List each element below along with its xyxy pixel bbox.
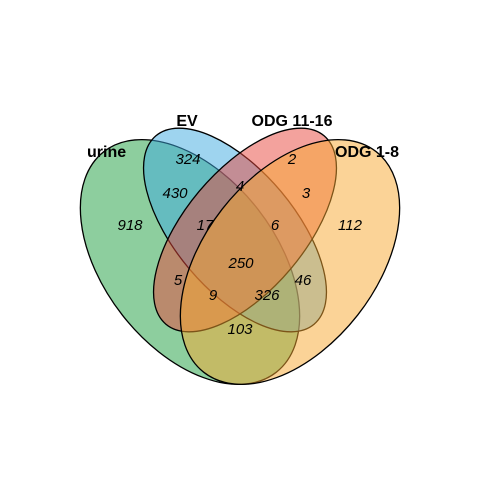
set-label-urine: urine <box>87 144 126 161</box>
count-ev-odg-1-8: 46 <box>295 272 312 289</box>
set-label-ev: EV <box>176 113 198 130</box>
count-urine-odg-11-16: 5 <box>174 272 183 289</box>
set-label-odg-1-8: ODG 1-8 <box>335 144 399 161</box>
count-all-four: 250 <box>227 255 254 272</box>
count-urine-odg-1-8: 103 <box>227 321 253 338</box>
count-urine-odg-11-16-odg-1-8: 9 <box>209 287 218 304</box>
count-urine-only: 918 <box>117 217 143 234</box>
count-urine-ev-odg-11-16: 17 <box>197 217 214 234</box>
count-ev-odg-11-16-odg-1-8: 6 <box>271 217 280 234</box>
count-urine-ev-odg-1-8: 326 <box>254 287 280 304</box>
count-urine-ev: 430 <box>162 185 188 202</box>
count-ev-only: 324 <box>175 151 200 168</box>
count-ev-odg-11-16: 4 <box>236 178 244 195</box>
count-odg-11-16-odg-1-8: 3 <box>302 185 311 202</box>
set-label-odg-11-16: ODG 11-16 <box>252 113 333 130</box>
count-odg-11-16-only: 2 <box>287 151 297 168</box>
count-odg-1-8-only: 112 <box>338 217 363 234</box>
set-odg-1-8-ellipse <box>179 138 401 386</box>
